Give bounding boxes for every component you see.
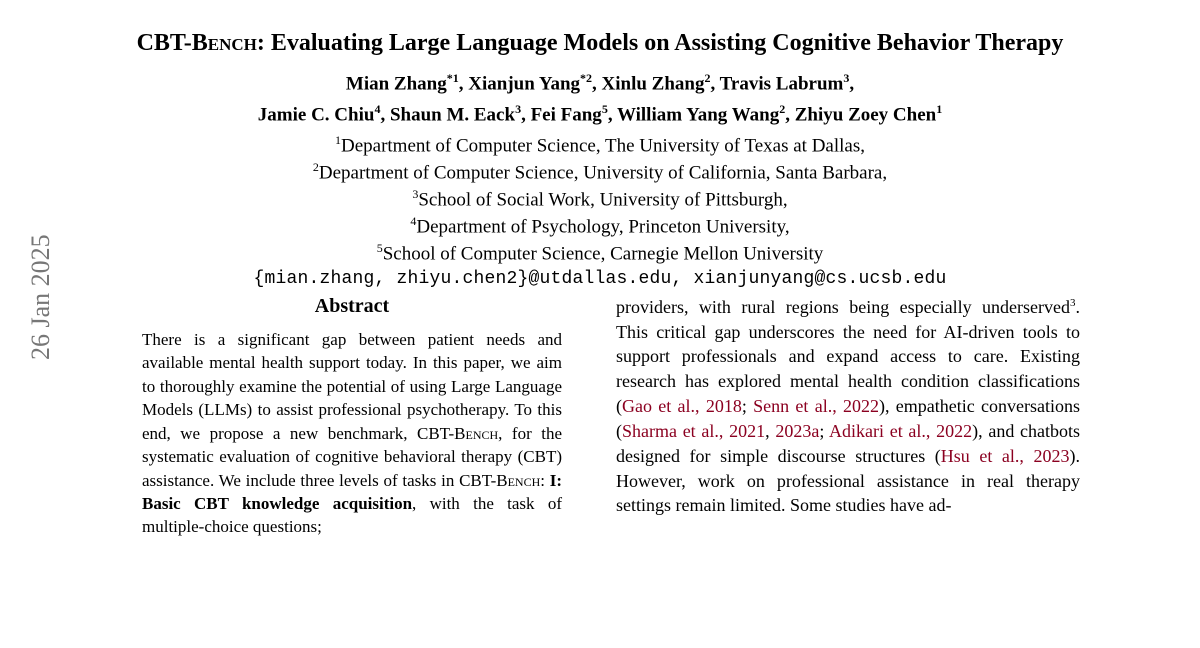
- affiliation-3: 3School of Social Work, University of Pi…: [120, 186, 1080, 213]
- author-line-1: Mian Zhang*1, Xianjun Yang*2, Xinlu Zhan…: [120, 70, 1080, 97]
- intro-text: providers, with rural regions being espe…: [616, 295, 1080, 518]
- abstract-text: There is a significant gap between patie…: [120, 328, 584, 539]
- two-column-body: Abstract There is a significant gap betw…: [120, 295, 1080, 539]
- right-column: providers, with rural regions being espe…: [616, 295, 1080, 539]
- paper-page: CBT-Bench: Evaluating Large Language Mod…: [0, 0, 1200, 539]
- abstract-heading: Abstract: [120, 295, 584, 318]
- paper-title: CBT-Bench: Evaluating Large Language Mod…: [120, 28, 1080, 58]
- author-emails: {mian.zhang, zhiyu.chen2}@utdallas.edu, …: [120, 269, 1080, 289]
- affiliation-4: 4Department of Psychology, Princeton Uni…: [120, 213, 1080, 240]
- author-line-2: Jamie C. Chiu4, Shaun M. Eack3, Fei Fang…: [120, 101, 1080, 128]
- affiliation-1: 1Department of Computer Science, The Uni…: [120, 132, 1080, 159]
- title-benchname: CBT-Bench: [137, 30, 257, 56]
- title-rest: : Evaluating Large Language Models on As…: [257, 30, 1064, 56]
- left-column: Abstract There is a significant gap betw…: [120, 295, 584, 539]
- affiliation-5: 5School of Computer Science, Carnegie Me…: [120, 240, 1080, 267]
- affiliation-2: 2Department of Computer Science, Univers…: [120, 159, 1080, 186]
